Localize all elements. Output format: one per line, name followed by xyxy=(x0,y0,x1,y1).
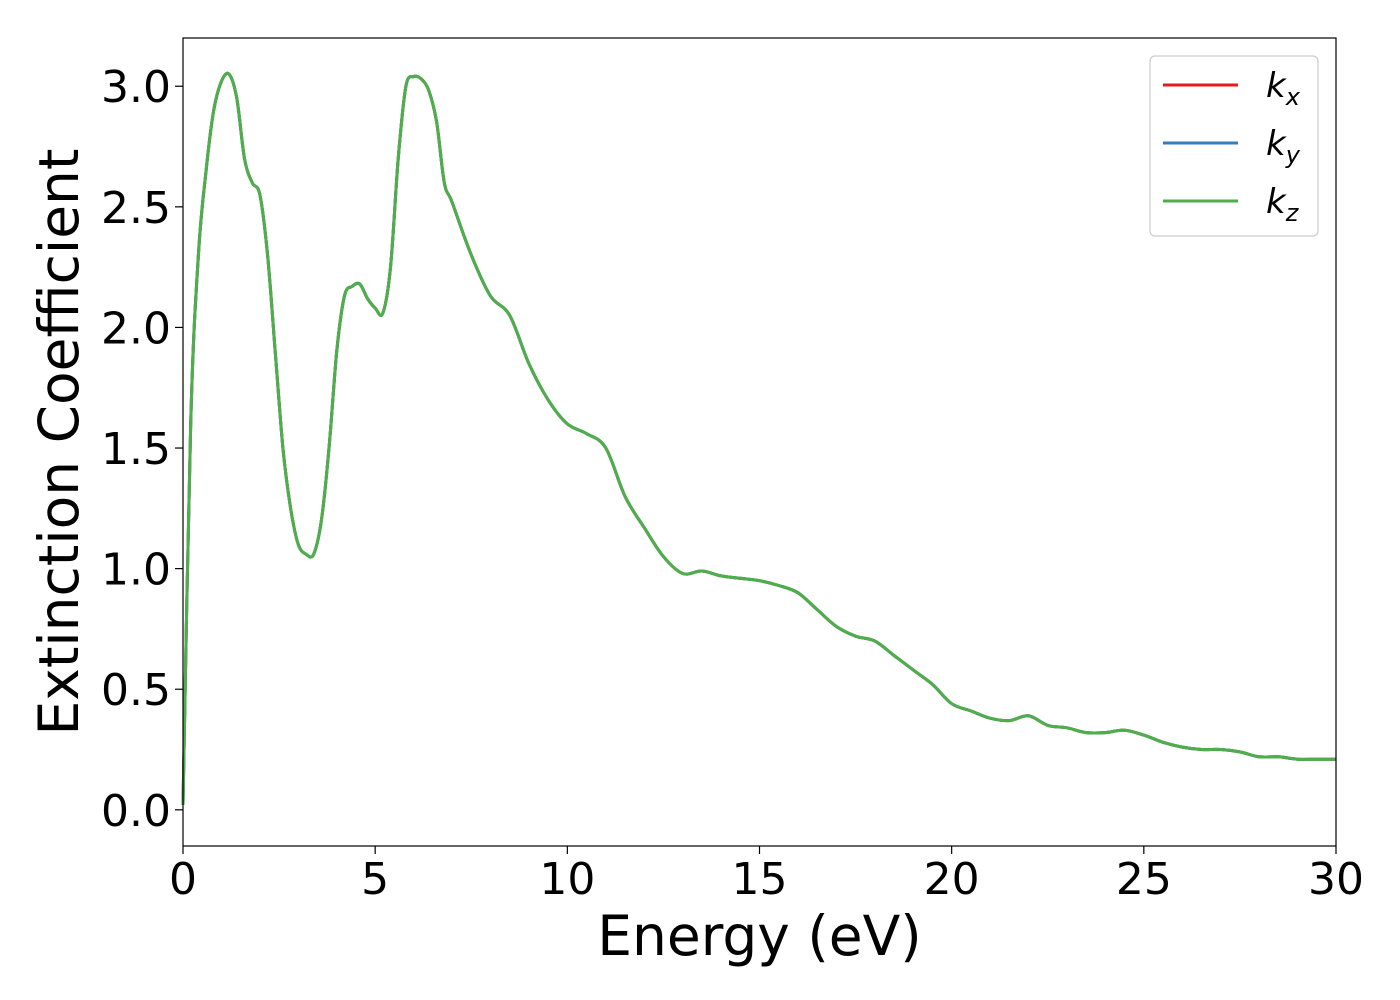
y-tick-label: 1.0 xyxy=(101,545,171,596)
legend-label-k-x: kx xyxy=(1266,66,1301,111)
y-tick-label: 2.0 xyxy=(101,303,171,354)
x-tick-label: 10 xyxy=(539,854,595,905)
y-tick-label: 2.5 xyxy=(101,183,171,234)
legend: kx ky kz xyxy=(1149,55,1319,237)
x-tick-label: 30 xyxy=(1308,854,1364,905)
x-axis-label: Energy (eV) xyxy=(597,904,921,968)
y-tick-label: 0.0 xyxy=(101,786,171,837)
legend-label-k-y: ky xyxy=(1266,124,1301,169)
y-tick-label: 3.0 xyxy=(101,62,171,113)
series-line-k-z xyxy=(181,71,1336,806)
x-tick-label: 25 xyxy=(1116,854,1172,905)
legend-box xyxy=(1149,55,1319,237)
y-axis-ticks: 0.0 0.5 1.0 1.5 2.0 2.5 3.0 xyxy=(101,62,183,837)
x-tick-label: 5 xyxy=(361,854,389,905)
y-axis-label: Extinction Coefficient xyxy=(27,149,91,736)
series-layer xyxy=(181,71,1336,806)
y-tick-label: 1.5 xyxy=(101,424,171,475)
legend-label-k-z: kz xyxy=(1266,182,1300,227)
x-axis-ticks: 0 5 10 15 20 25 30 xyxy=(169,846,1364,905)
y-tick-label: 0.5 xyxy=(101,665,171,716)
x-tick-label: 0 xyxy=(169,854,197,905)
x-tick-label: 15 xyxy=(732,854,788,905)
x-tick-label: 20 xyxy=(924,854,980,905)
